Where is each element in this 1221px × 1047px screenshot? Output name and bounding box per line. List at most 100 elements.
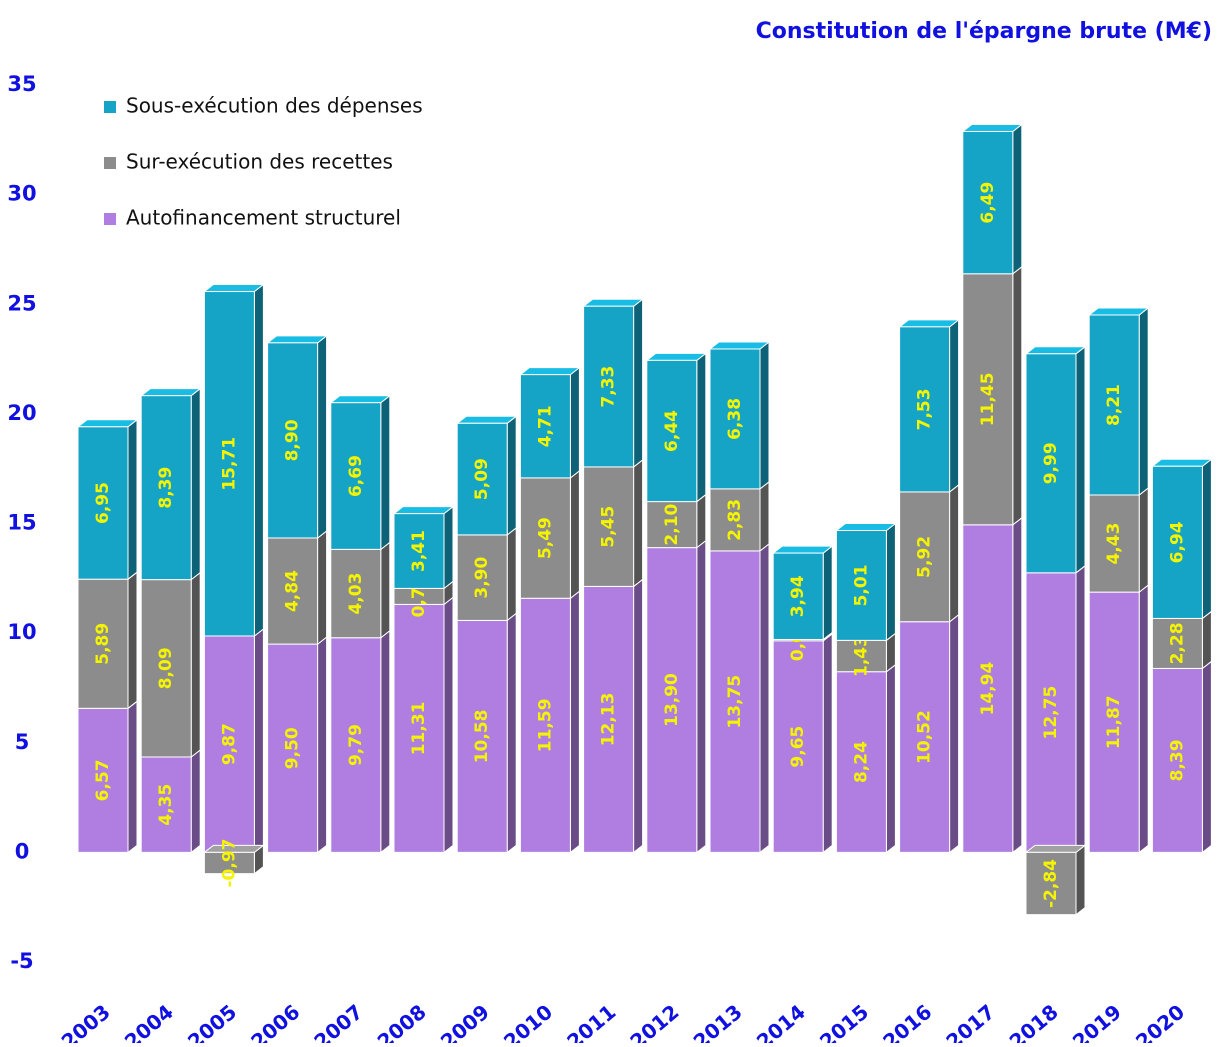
bar <box>1025 851 1077 916</box>
value-label: 4,35 <box>156 784 176 826</box>
x-tick-label: 2015 <box>815 1000 873 1043</box>
bar <box>456 619 508 853</box>
bar-side <box>569 469 580 600</box>
bar-side <box>443 596 454 854</box>
value-label: 9,99 <box>1041 442 1061 484</box>
x-tick-label: 2016 <box>878 1000 936 1043</box>
value-label: 8,24 <box>851 741 871 783</box>
x-tick-label: 2020 <box>1131 1000 1189 1043</box>
bar-side <box>317 334 328 539</box>
value-label: 2,10 <box>662 503 682 545</box>
bar-side <box>759 480 770 552</box>
x-tick-label: 2011 <box>562 1000 620 1043</box>
x-tick-label: 2009 <box>436 1000 494 1043</box>
legend-label: Sous-exécution des dépenses <box>126 94 423 118</box>
bar-side <box>443 505 454 590</box>
bar <box>393 603 445 853</box>
bar-side <box>949 613 960 854</box>
bar <box>519 374 571 479</box>
bar-top <box>582 298 645 307</box>
bar-top <box>834 523 897 532</box>
legend-swatch <box>104 213 116 225</box>
bar-top <box>708 341 771 350</box>
value-label: 5,01 <box>851 564 871 606</box>
x-tick-label: 2013 <box>689 1000 747 1043</box>
bar-top <box>645 352 708 361</box>
bar <box>267 342 319 539</box>
bar <box>772 552 824 640</box>
bar <box>203 291 255 637</box>
value-label: 9,87 <box>219 723 239 765</box>
value-label: 8,21 <box>1104 384 1124 426</box>
bar-side <box>1012 123 1023 275</box>
x-tick-label: 2005 <box>183 1000 241 1043</box>
bar <box>1025 572 1077 853</box>
value-label: 10,58 <box>472 710 492 764</box>
bar-side <box>253 627 264 854</box>
bar <box>962 273 1014 526</box>
bar-side <box>1201 610 1212 670</box>
chart-title: Constitution de l'épargne brute (M€) <box>756 19 1212 44</box>
bar-side <box>885 663 896 854</box>
value-label: 6,57 <box>93 759 113 801</box>
bar <box>962 130 1014 275</box>
bar <box>456 534 508 621</box>
value-label: 3,41 <box>409 530 429 572</box>
bar-side <box>380 541 391 639</box>
bar-side <box>822 545 833 641</box>
bar-side <box>190 387 201 581</box>
legend-swatch <box>104 157 116 169</box>
bar-side <box>633 578 644 854</box>
x-tick-label: 2010 <box>499 1000 557 1043</box>
bar <box>1088 591 1140 853</box>
value-label: 7,53 <box>915 388 935 430</box>
bar <box>77 426 129 580</box>
bar <box>330 402 382 550</box>
bar-side <box>885 522 896 642</box>
bar <box>646 501 698 549</box>
bar-side <box>696 493 707 549</box>
bar-side <box>506 526 517 622</box>
value-label: 5,45 <box>599 506 619 548</box>
bar-side <box>127 571 138 710</box>
x-tick-label: 2012 <box>625 1000 683 1043</box>
bar-side <box>759 542 770 854</box>
bar <box>646 547 698 853</box>
bar <box>1151 465 1203 619</box>
bar-side <box>569 590 580 854</box>
value-label: 6,44 <box>662 410 682 452</box>
value-label: 10,52 <box>915 710 935 764</box>
bar <box>330 637 382 853</box>
value-label: -0,97 <box>219 839 239 888</box>
value-label: 2,83 <box>725 499 745 541</box>
value-label: 13,75 <box>725 675 745 729</box>
value-label: -2,84 <box>1041 859 1061 908</box>
value-label: 4,03 <box>346 573 366 615</box>
x-tick-label: 2018 <box>1005 1000 1063 1043</box>
bar <box>203 851 255 875</box>
value-label: 5,92 <box>915 536 935 578</box>
bar-top <box>1087 307 1150 316</box>
value-label: 3,94 <box>788 575 808 617</box>
bar-side <box>1075 564 1086 854</box>
bar <box>1151 667 1203 853</box>
y-tick-label: 20 <box>7 401 36 425</box>
y-tick-label: 30 <box>7 182 36 206</box>
value-label: 5,09 <box>472 458 492 500</box>
bar-side <box>759 340 770 490</box>
bar <box>1025 353 1077 574</box>
y-tick-label: 0 <box>15 839 30 863</box>
x-tick-label: 2014 <box>752 1000 810 1043</box>
y-tick-label: -5 <box>10 949 33 973</box>
bar-side <box>1201 458 1212 620</box>
value-label: 6,49 <box>978 182 998 224</box>
bar-side <box>1138 306 1149 497</box>
bar-side <box>1138 584 1149 854</box>
bar <box>772 640 824 853</box>
bar-side <box>1075 345 1086 574</box>
value-label: 6,95 <box>93 482 113 524</box>
value-label: 8,09 <box>156 647 176 689</box>
bar-side <box>696 352 707 503</box>
bar-top <box>329 395 392 404</box>
bar-side <box>633 298 644 468</box>
